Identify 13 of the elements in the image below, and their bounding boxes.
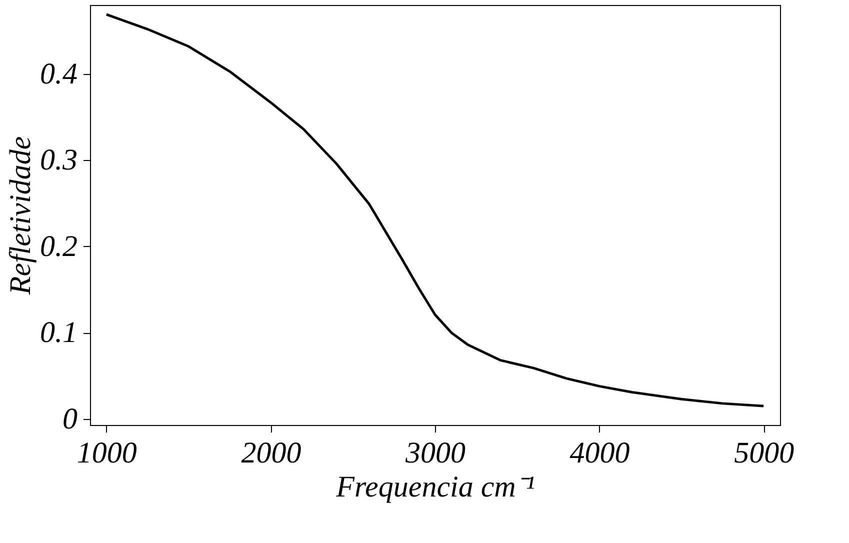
x-tick-label: 3000 [404, 436, 466, 470]
y-tick-label: 0.1 [40, 316, 78, 350]
y-tick-label: 0 [62, 402, 78, 436]
y-tick-label: 0.3 [40, 144, 78, 177]
x-axis-title: Frequencia cm⁻¹ [335, 470, 535, 504]
x-tick-label: 1000 [76, 436, 137, 470]
x-tick-label: 5000 [734, 436, 794, 470]
y-tick-label: 0.2 [40, 230, 78, 263]
y-axis-title: Refletividade [4, 136, 37, 296]
y-tick-label: 0.4 [40, 57, 78, 90]
x-tick-label: 4000 [570, 436, 630, 470]
x-tick-label: 2000 [241, 436, 302, 470]
line-series [105, 13, 765, 408]
